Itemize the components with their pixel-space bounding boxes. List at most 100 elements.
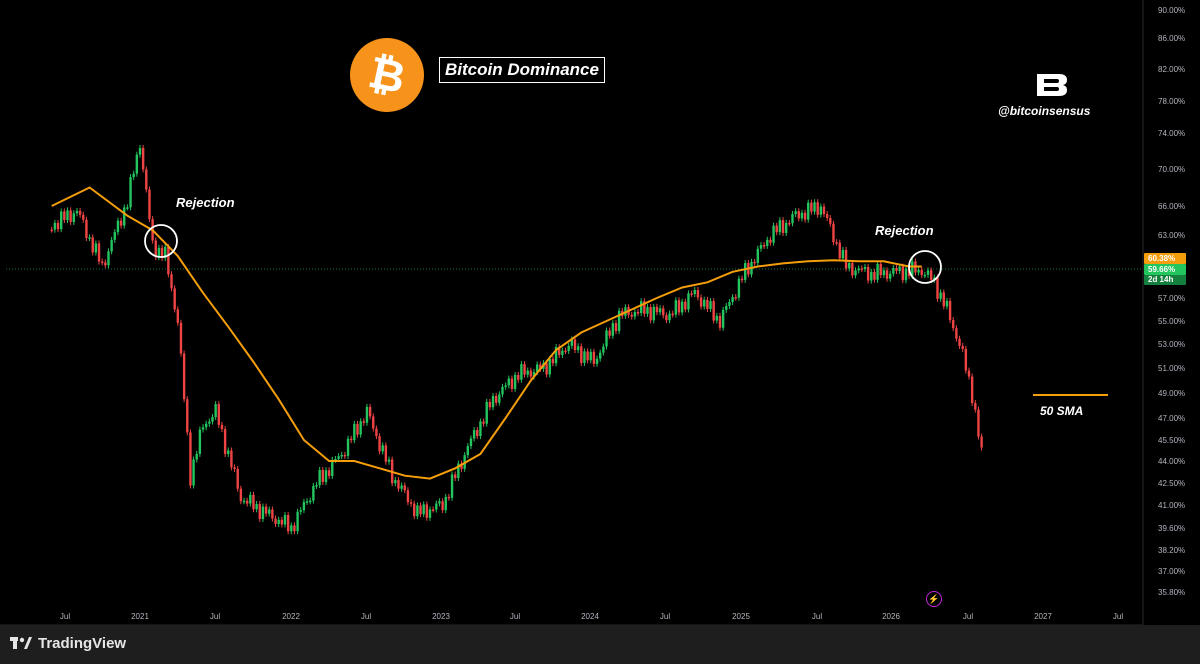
rejection-annotation-1: Rejection	[176, 195, 235, 210]
candle-body	[794, 211, 797, 215]
candle-body	[365, 406, 369, 423]
candle-body	[198, 429, 202, 454]
brand-handle: @bitcoinsensus	[998, 104, 1091, 118]
candle-body	[529, 370, 533, 377]
candle-body	[252, 494, 255, 510]
rejection-annotation-2: Rejection	[875, 223, 934, 238]
rejection-circle-2	[908, 250, 942, 284]
candle-body	[368, 406, 372, 417]
candle-body	[268, 509, 271, 514]
candle-body	[280, 519, 284, 525]
candle-body	[340, 454, 343, 457]
candle-body	[762, 245, 766, 247]
candle-body	[778, 220, 782, 233]
candle-body	[208, 421, 211, 424]
candle-body	[684, 301, 687, 310]
x-tick-label: Jul	[812, 612, 822, 621]
candle-body	[548, 358, 551, 375]
candle-body	[126, 207, 129, 209]
countdown-tag-bg	[1144, 275, 1186, 285]
candle-body	[709, 301, 712, 309]
candle-body	[91, 237, 94, 253]
candle-body	[428, 509, 432, 518]
candle-body	[854, 270, 857, 276]
candle-body	[97, 243, 101, 262]
lightning-icon[interactable]: ⚡	[926, 591, 942, 607]
candle-body	[926, 270, 930, 275]
candle-body	[416, 505, 419, 517]
tradingview-label: TradingView	[38, 635, 127, 652]
candle-body	[346, 438, 350, 456]
candle-body	[403, 485, 406, 491]
candle-body	[775, 225, 778, 233]
candle-body	[942, 292, 945, 307]
candle-body	[870, 271, 873, 281]
candle-body	[406, 490, 410, 503]
candle-body	[75, 210, 79, 214]
candle-body	[879, 263, 882, 276]
candle-body	[271, 509, 274, 519]
bitcoin-symbol: ₿	[364, 46, 410, 104]
y-tick-label: 70.00%	[1158, 165, 1185, 174]
y-tick-label: 39.60%	[1158, 524, 1185, 533]
candle-body	[904, 268, 908, 281]
bitcoin-logo-icon: ₿	[350, 38, 424, 112]
candle-body	[116, 220, 120, 233]
candle-body	[217, 404, 221, 425]
y-tick-label: 41.00%	[1158, 501, 1185, 510]
candle-body	[239, 488, 243, 502]
candle-body	[53, 222, 57, 230]
candle-body	[980, 436, 983, 448]
candle-body	[810, 202, 813, 212]
candle-body	[800, 212, 804, 219]
candle-body	[737, 278, 741, 298]
candle-body	[286, 515, 290, 532]
candle-body	[573, 339, 577, 351]
candle-body	[466, 446, 470, 456]
y-tick-label: 49.00%	[1158, 389, 1185, 398]
candle-body	[362, 421, 365, 423]
candle-body	[866, 266, 870, 281]
rejection-circle-1	[144, 224, 178, 258]
candle-body	[381, 445, 384, 452]
candle-body	[781, 220, 785, 233]
candle-body	[337, 456, 340, 459]
y-tick-label: 90.00%	[1158, 6, 1185, 15]
candle-body	[154, 240, 157, 258]
candle-body	[236, 469, 239, 489]
x-tick-label: Jul	[361, 612, 371, 621]
x-tick-label: Jul	[510, 612, 520, 621]
y-tick-label: 53.00%	[1158, 340, 1185, 349]
candle-body	[813, 202, 816, 212]
candle-body	[674, 300, 678, 315]
candle-body	[312, 485, 315, 501]
tradingview-logo[interactable]: TradingView	[10, 635, 126, 652]
candle-body	[454, 474, 457, 478]
candle-body	[605, 330, 608, 347]
candle-body	[447, 496, 451, 499]
candle-body	[671, 313, 674, 316]
candle-body	[523, 364, 526, 375]
candle-body	[201, 427, 205, 430]
x-tick-label: 2025	[732, 612, 750, 621]
candle-body	[309, 500, 312, 503]
candle-body	[132, 173, 135, 178]
last-price-tag-bg	[1144, 264, 1186, 275]
sma-legend-label: 50 SMA	[1040, 404, 1084, 418]
candle-body	[441, 501, 444, 511]
candle-body	[832, 223, 835, 243]
candle-body	[888, 273, 892, 279]
candle-body	[387, 459, 391, 462]
candle-body	[157, 247, 161, 258]
candle-body	[561, 350, 564, 355]
candle-body	[920, 269, 923, 275]
candle-body	[819, 206, 823, 215]
candle-body	[59, 211, 63, 230]
candle-body	[649, 307, 652, 321]
candle-body	[699, 297, 703, 307]
candle-body	[435, 503, 438, 510]
candle-body	[734, 297, 737, 299]
candle-body	[88, 237, 91, 239]
y-tick-label: 51.00%	[1158, 364, 1185, 373]
